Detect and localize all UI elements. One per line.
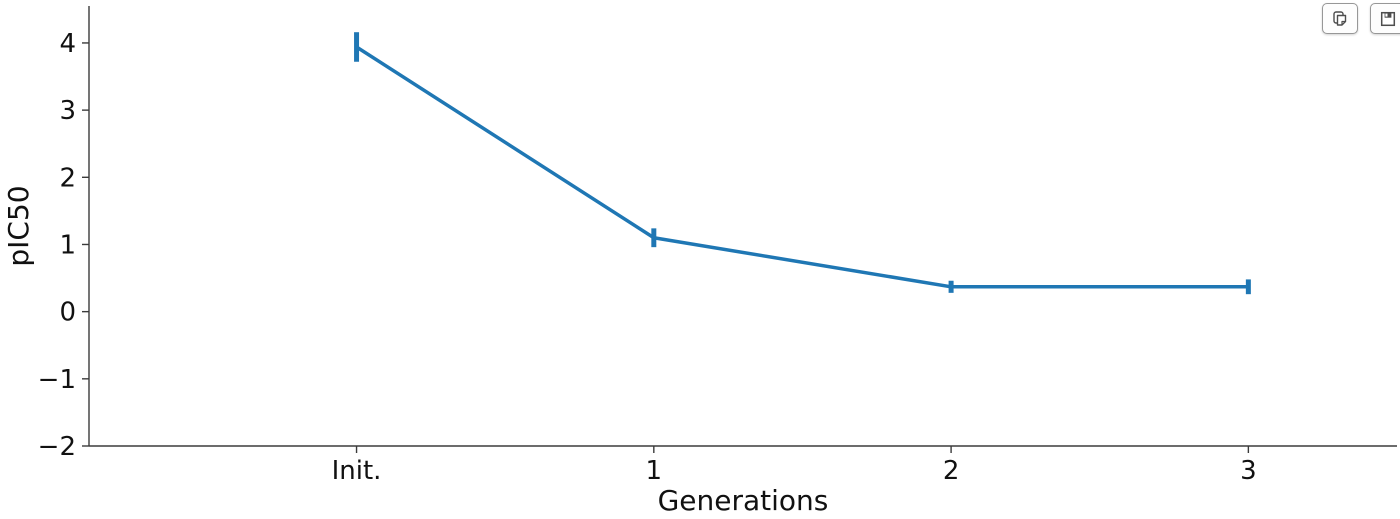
x-tick-label: 1 <box>646 456 663 486</box>
copy-icon <box>1333 10 1347 26</box>
x-tick-label: Init. <box>332 456 382 486</box>
y-tick-label: 4 <box>59 29 76 59</box>
y-tick-label: −1 <box>38 365 76 395</box>
y-tick-label: 1 <box>59 230 76 260</box>
x-axis-label: Generations <box>658 484 829 517</box>
y-tick-label: 2 <box>59 163 76 193</box>
x-tick-label: 2 <box>943 456 960 486</box>
copy-button[interactable] <box>1322 3 1358 34</box>
y-tick-label: 0 <box>59 298 76 328</box>
data-line <box>355 45 1249 289</box>
y-axis-label: pIC50 <box>2 185 35 266</box>
x-tick-label: 3 <box>1240 456 1257 486</box>
y-tick-label: −2 <box>38 432 76 462</box>
chart-toolbar <box>1322 3 1400 34</box>
save-icon <box>1380 11 1396 26</box>
y-tick-label: 3 <box>59 96 76 126</box>
save-button[interactable] <box>1370 3 1400 34</box>
